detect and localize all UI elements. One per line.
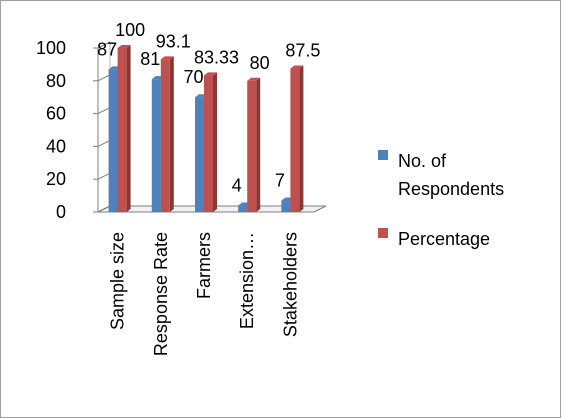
x-category-label: Response Rate [151,232,171,356]
y-tick-label: 60 [46,104,66,124]
bar-respondents [281,200,291,212]
legend-label-percentage: Percentage [398,229,490,249]
bar-percentage [247,80,257,212]
bar-respondents [195,97,204,212]
bar-top [247,77,261,81]
legend-swatch [378,150,388,160]
data-label: 81 [140,49,160,69]
data-label: 80 [250,53,270,73]
bar-side [299,65,304,212]
y-tick-label: 100 [36,38,66,58]
x-category-label: Farmers [194,232,214,299]
chart-bars [108,45,304,212]
bar-percentage [290,68,300,212]
y-tick-label: 20 [46,169,66,189]
chart-legend: No. of Respondents Percentage [378,150,504,249]
data-label: 7 [275,171,285,191]
y-tick-depth [97,74,111,82]
bar-top [290,65,304,69]
bar-top [160,56,174,60]
bar-percentage [160,59,170,212]
chart-axes: 0 20 40 60 80 100 Sample size Response Rate Farm… [36,38,327,356]
y-tick-depth [97,172,111,180]
bar-percentage [117,48,127,212]
bar-side [126,45,131,212]
data-label: 83.33 [194,47,239,67]
y-tick-depth [97,107,111,115]
bar-side [213,72,217,212]
bar-side [256,77,261,212]
y-tick-label: 0 [56,202,66,222]
x-category-label: Sample size [108,232,128,330]
y-tick-label: 80 [46,71,66,91]
x-category-label: Stakeholders [280,232,300,337]
bar-side [169,56,174,212]
legend-swatch [378,228,388,238]
data-label: 4 [232,175,242,195]
bar-respondents [151,79,161,212]
y-tick-depth [97,205,111,213]
data-label: 93.1 [156,31,191,51]
bar-top [117,45,131,48]
bar-top [204,72,217,76]
bar-percentage [204,75,213,212]
data-label: 70 [183,67,203,87]
data-label: 100 [115,20,145,40]
legend-label-respondents: No. of Respondents [398,151,504,199]
data-label: 87.5 [285,41,320,61]
bar-respondents [238,205,248,212]
bar-respondents [108,69,118,212]
y-tick-label: 40 [46,136,66,156]
y-tick-depth [97,41,111,49]
y-tick-depth [97,139,111,147]
data-label: 87 [97,39,117,59]
x-category-label: Extension… [237,232,257,329]
